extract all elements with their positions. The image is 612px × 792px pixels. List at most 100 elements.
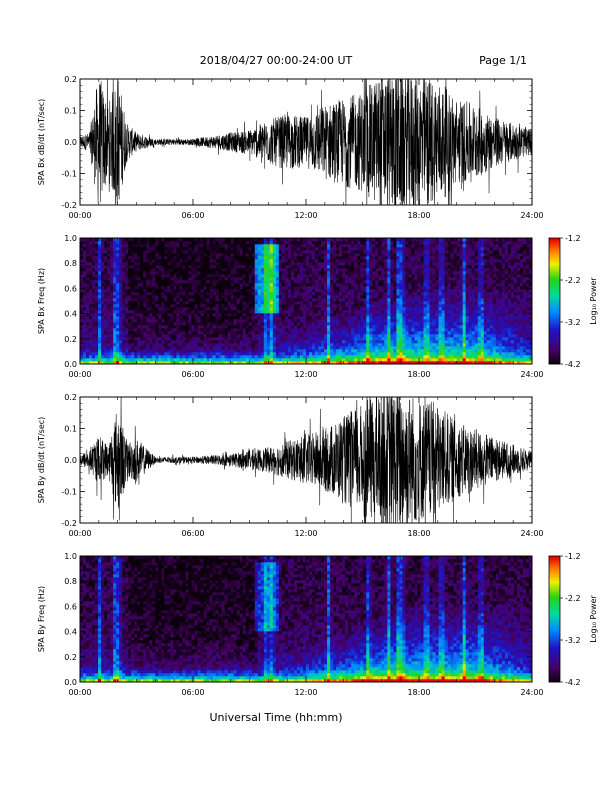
spectrogram-cell — [89, 310, 93, 314]
spectrogram-cell — [221, 304, 225, 308]
spectrogram-cell — [104, 331, 108, 335]
spectrogram-cell — [284, 340, 289, 344]
spectrogram-cell — [378, 307, 382, 311]
spectrogram-cell — [167, 271, 171, 275]
spectrogram-cell — [278, 295, 283, 299]
spectrogram-cell — [221, 334, 225, 338]
spectrogram-cell — [254, 361, 259, 365]
spectrogram-cell — [336, 265, 340, 269]
spectrogram-cell — [107, 307, 111, 311]
spectrogram-cell — [203, 298, 207, 302]
spectrogram-cell — [318, 292, 322, 296]
spectrogram-cell — [122, 352, 126, 356]
spectrogram-cell — [339, 241, 343, 245]
spectrogram-cell — [396, 328, 400, 332]
spectrogram-cell — [272, 289, 277, 293]
spectrogram-cell — [245, 244, 250, 248]
spectrogram-cell — [173, 259, 177, 263]
spectrogram-cell — [215, 349, 219, 353]
spectrogram-cell — [227, 256, 231, 260]
spectrogram-cell — [89, 355, 93, 359]
spectrogram-cell — [299, 292, 304, 296]
spectrogram-cell — [263, 253, 268, 257]
spectrogram-cell — [242, 355, 247, 359]
spectrogram-cell — [272, 328, 277, 332]
spectrogram-cell — [275, 259, 280, 263]
spectrogram-cell — [420, 271, 424, 275]
spectrogram-cell — [363, 277, 367, 281]
spectrogram-cell — [384, 346, 388, 350]
spectrogram-cell — [200, 241, 204, 245]
spectrogram-cell — [116, 289, 120, 293]
spectrogram-cell — [345, 295, 349, 299]
spectrogram-cell — [188, 337, 192, 341]
spectrogram-cell — [381, 328, 385, 332]
spectrogram-cell — [131, 340, 135, 344]
spectrogram-cell — [203, 283, 207, 287]
spectrogram-cell — [387, 337, 391, 341]
spectrogram-cell — [89, 334, 93, 338]
spectrogram-cell — [128, 259, 132, 263]
spectrogram-cell — [161, 247, 165, 251]
spectrogram-cell — [272, 331, 277, 335]
spectrogram-cell — [239, 289, 244, 293]
spectrogram-cell — [293, 313, 298, 317]
spectrogram-cell — [137, 238, 141, 242]
spectrogram-cell — [360, 316, 364, 320]
spectrogram-cell — [170, 286, 174, 290]
spectrogram-cell — [357, 295, 361, 299]
spectrogram-cell — [360, 265, 364, 269]
spectrogram-cell — [287, 322, 292, 326]
spectrogram-cell — [399, 301, 403, 305]
spectrogram-cell — [104, 271, 108, 275]
spectrogram-cell — [269, 328, 274, 332]
spectrogram-cell — [107, 322, 111, 326]
spectrogram-cell — [125, 298, 129, 302]
spectrogram-cell — [306, 277, 310, 281]
spectrogram-cell — [405, 328, 409, 332]
spectrogram-cell — [405, 334, 409, 338]
spectrogram-cell — [306, 340, 310, 344]
spectrogram-cell — [233, 343, 237, 347]
spectrogram-cell — [254, 265, 259, 269]
spectrogram-cell — [80, 259, 84, 263]
spectrogram-cell — [306, 271, 310, 275]
spectrogram-cell — [161, 256, 165, 260]
spectrogram-cell — [296, 334, 301, 338]
spectrogram-cell — [369, 331, 373, 335]
spectrogram-cell — [134, 310, 138, 314]
spectrogram-cell — [281, 253, 286, 257]
spectrogram-cell — [176, 331, 180, 335]
spectrogram-cell — [266, 334, 271, 338]
spectrogram-cell — [218, 262, 222, 266]
spectrogram-cell — [302, 292, 307, 296]
spectrogram-cell — [315, 358, 319, 362]
spectrogram-cell — [411, 355, 415, 359]
spectrogram-cell — [281, 256, 286, 260]
spectrogram-cell — [185, 241, 189, 245]
spectrogram-cell — [119, 250, 123, 254]
spectrogram-cell — [281, 334, 286, 338]
spectrogram-cell — [200, 316, 204, 320]
spectrogram-cell — [339, 244, 343, 248]
spectrogram-cell — [275, 274, 280, 278]
spectrogram-cell — [381, 283, 385, 287]
spectrogram-cell — [396, 280, 400, 284]
spectrogram-cell — [375, 238, 379, 242]
spectrogram-cell — [179, 316, 183, 320]
spectrogram-cell — [86, 331, 90, 335]
spectrogram-cell — [83, 277, 87, 281]
spectrogram-cell — [378, 331, 382, 335]
spectrogram-cell — [176, 307, 180, 311]
spectrogram-cell — [309, 349, 313, 353]
spectrogram-cell — [318, 250, 322, 254]
spectrogram-cell — [215, 253, 219, 257]
spectrogram-cell — [152, 328, 156, 332]
spectrogram-cell — [224, 292, 228, 296]
spectrogram-cell — [420, 346, 424, 350]
spectrogram-cell — [263, 283, 268, 287]
spectrogram-cell — [284, 322, 289, 326]
spectrogram-cell — [284, 277, 289, 281]
spectrogram-cell — [203, 241, 207, 245]
spectrogram-cell — [173, 340, 177, 344]
